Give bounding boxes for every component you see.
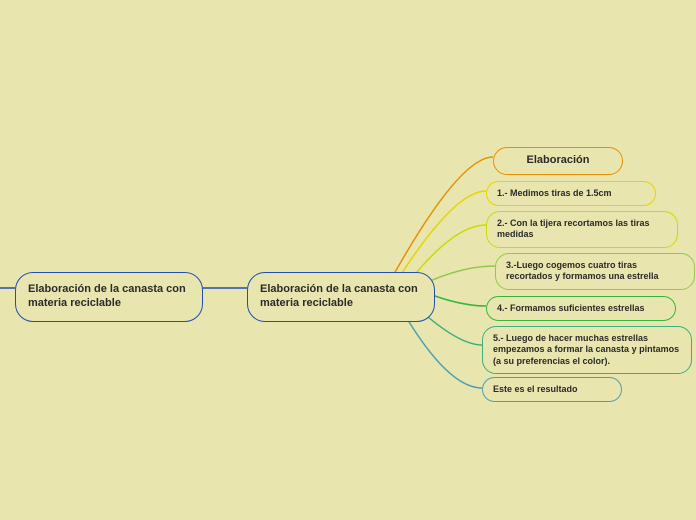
- node-root-left[interactable]: Elaboración de la canasta con materia re…: [15, 272, 203, 322]
- node-child-step3[interactable]: 3.-Luego cogemos cuatro tiras recortados…: [495, 253, 695, 290]
- edge-c4: [430, 266, 495, 281]
- edge-c1: [394, 157, 493, 274]
- node-child-step4[interactable]: 4.- Formamos suficientes estrellas: [486, 296, 676, 321]
- node-child-step1[interactable]: 1.- Medimos tiras de 1.5cm: [486, 181, 656, 206]
- node-child-elaboracion[interactable]: Elaboración: [493, 147, 623, 175]
- node-child-step2[interactable]: 2.- Con la tijera recortamos las tiras m…: [486, 211, 678, 248]
- node-root-center[interactable]: Elaboración de la canasta con materia re…: [247, 272, 435, 322]
- edge-c2: [400, 191, 486, 276]
- node-child-result[interactable]: Este es el resultado: [482, 377, 622, 402]
- edge-c3: [412, 225, 486, 278]
- node-child-step5[interactable]: 5.- Luego de hacer muchas estrellas empe…: [482, 326, 692, 374]
